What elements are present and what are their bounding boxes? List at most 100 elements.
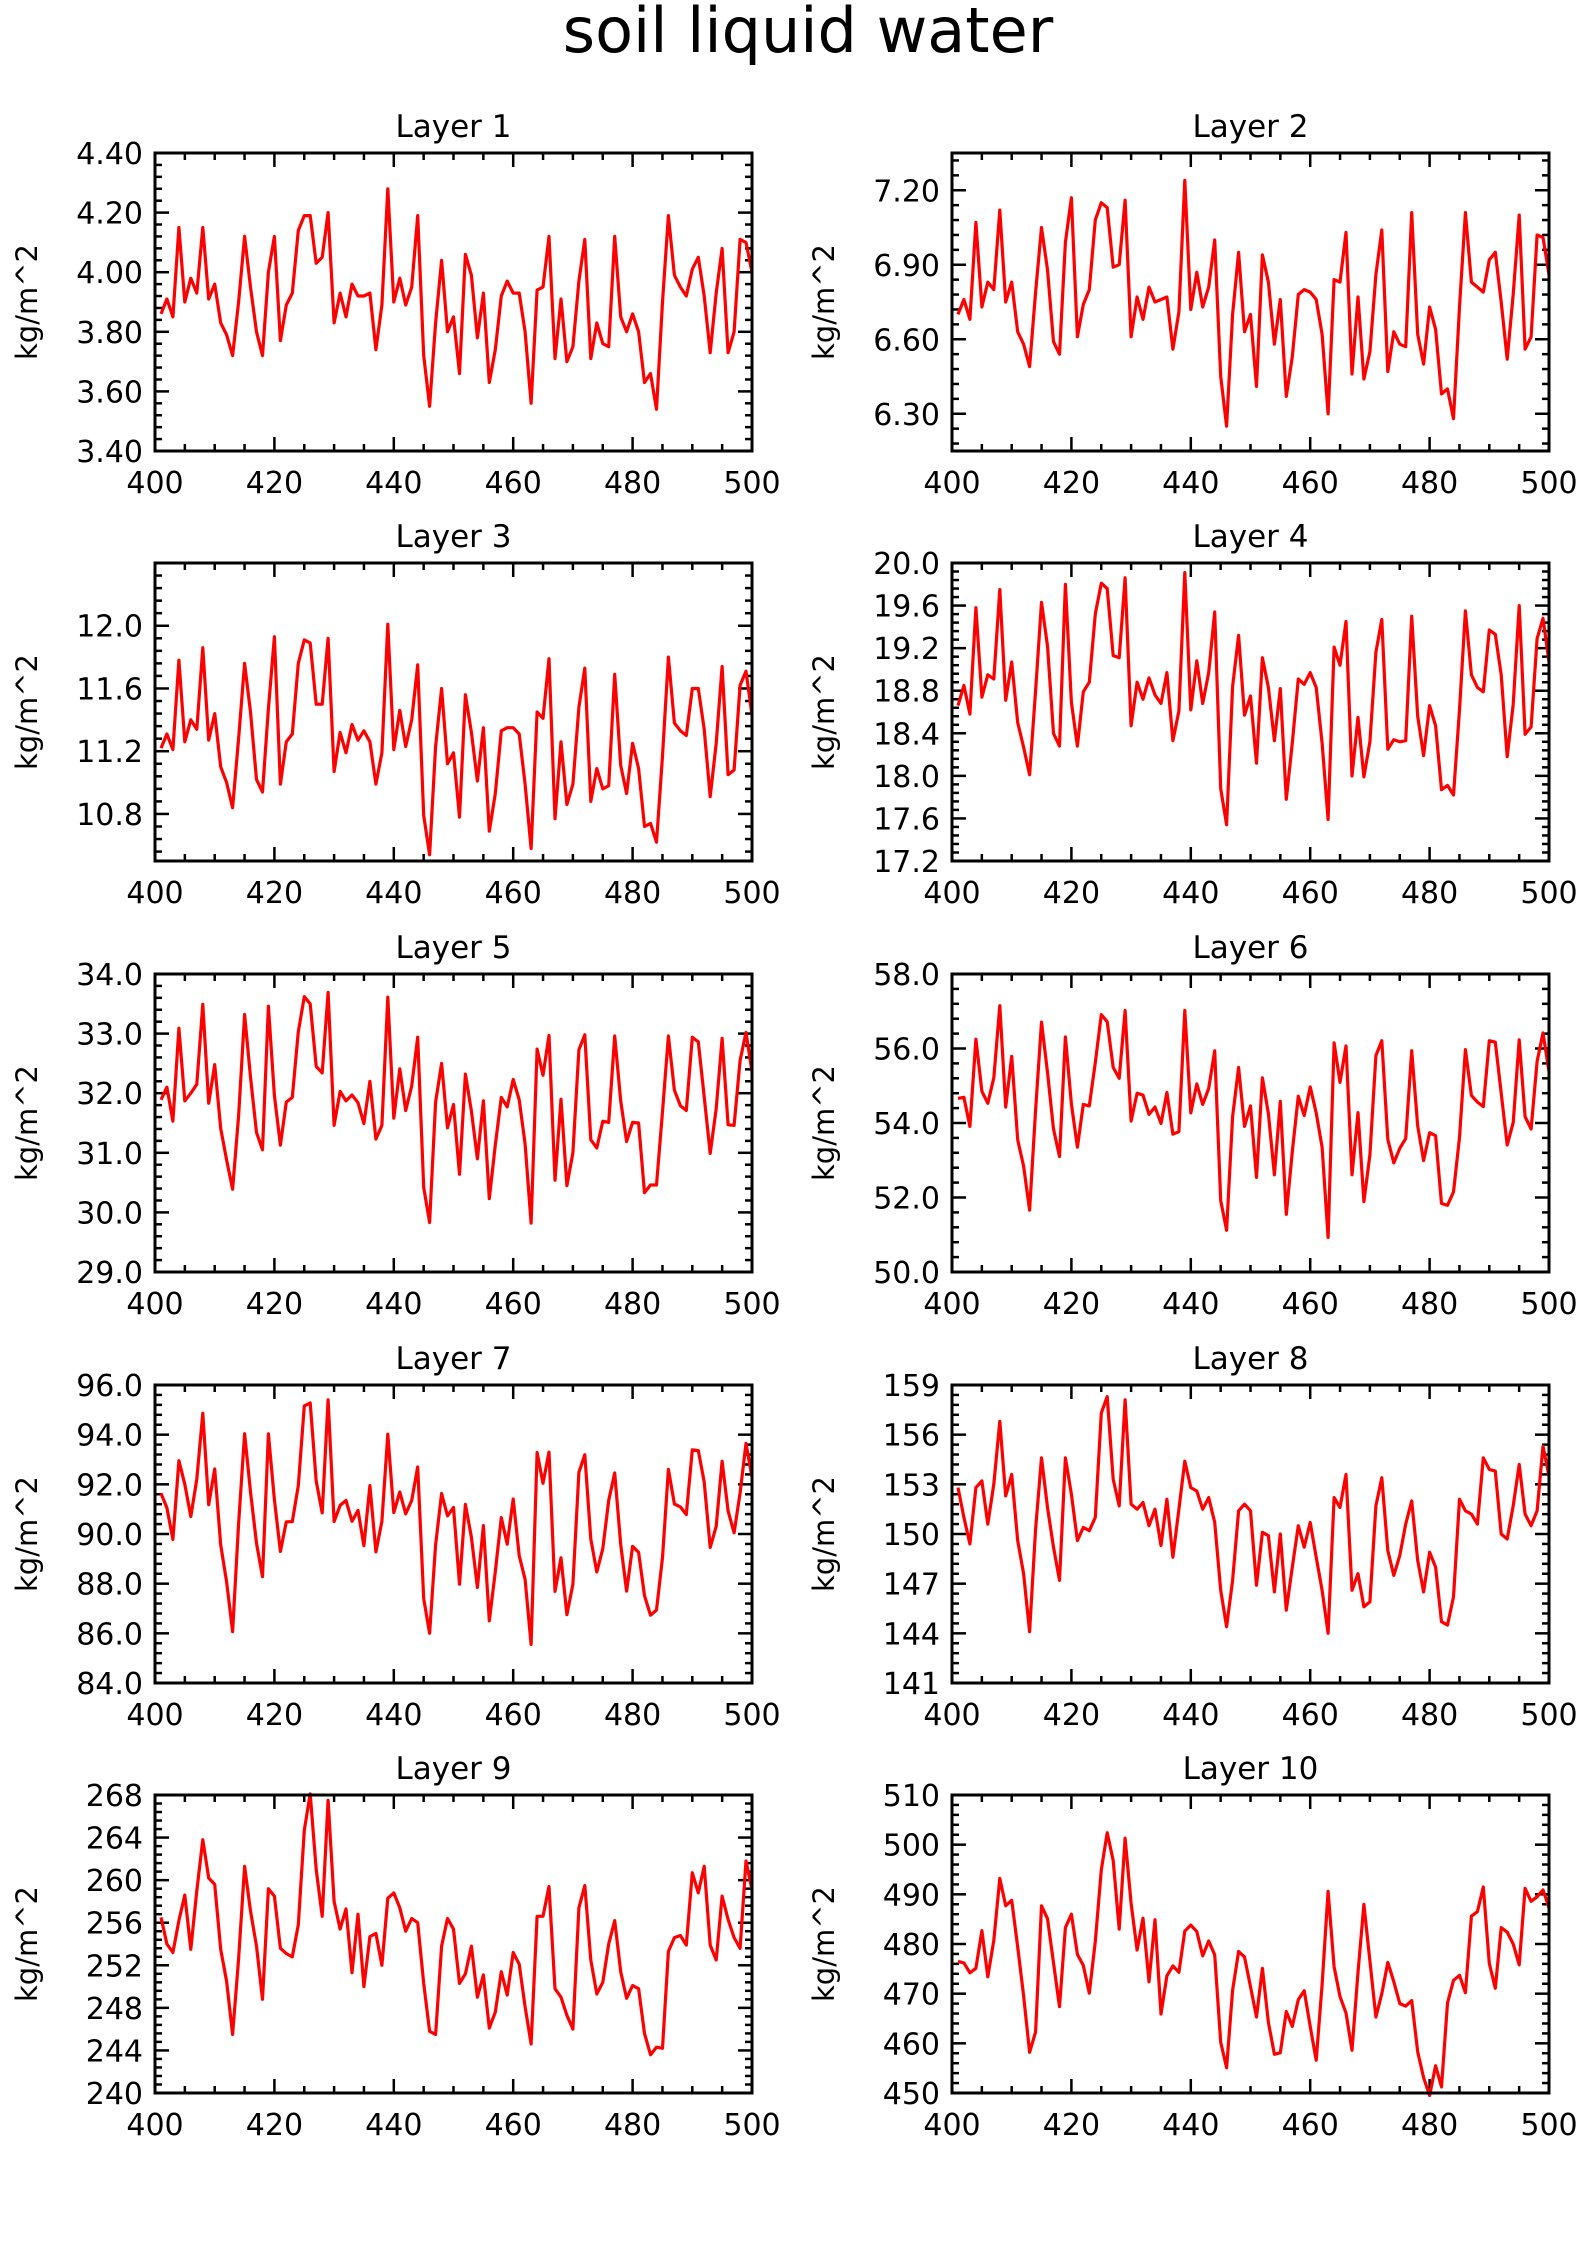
x-tick-label: 440 xyxy=(365,1287,422,1322)
series-line xyxy=(159,187,754,411)
x-tick-label: 440 xyxy=(365,466,422,501)
y-tick-label: 84.0 xyxy=(76,1667,143,1702)
plot-frame xyxy=(950,561,1551,863)
x-tick-label: 400 xyxy=(126,1287,183,1322)
y-axis-label: kg/m^2 xyxy=(807,1476,841,1592)
y-tick-label: 248 xyxy=(86,1992,143,2027)
panel-title: Layer 5 xyxy=(395,930,511,966)
x-tick-label: 480 xyxy=(1401,2108,1458,2143)
y-tick-label: 240 xyxy=(86,2077,143,2112)
x-tick-label: 400 xyxy=(923,466,980,501)
panel-layer-9: Layer 9 400 420 440 460 480 500 240 244 248 252 256… xyxy=(10,1751,781,2143)
y-tick-label: 4.20 xyxy=(76,197,143,232)
x-tick-label: 400 xyxy=(126,466,183,501)
y-tick-label: 20.0 xyxy=(873,547,940,582)
x-tick-label: 400 xyxy=(126,1698,183,1733)
x-tick-label: 420 xyxy=(1043,1698,1100,1733)
y-tick-label: 17.6 xyxy=(873,802,940,837)
y-axis-label: kg/m^2 xyxy=(10,1065,44,1181)
y-tick-label: 33.0 xyxy=(76,1018,143,1053)
y-tick-label: 88.0 xyxy=(76,1568,143,1603)
x-tick-label: 480 xyxy=(1401,1698,1458,1733)
y-tick-label: 500 xyxy=(883,1829,940,1864)
y-tick-label: 30.0 xyxy=(76,1196,143,1231)
y-tick-label: 264 xyxy=(86,1822,143,1857)
y-tick-label: 470 xyxy=(883,1978,940,2013)
x-tick-label: 420 xyxy=(246,466,303,501)
y-tick-label: 31.0 xyxy=(76,1137,143,1172)
x-tick-label: 400 xyxy=(923,876,980,911)
x-tick-label: 500 xyxy=(1520,466,1577,501)
series-line xyxy=(956,178,1551,428)
x-tick-label: 440 xyxy=(1162,2108,1219,2143)
x-tick-label: 500 xyxy=(723,876,780,911)
y-axis-label: kg/m^2 xyxy=(10,1886,44,2002)
y-axis-label: kg/m^2 xyxy=(807,244,841,360)
x-tick-label: 500 xyxy=(1520,1698,1577,1733)
y-tick-label: 52.0 xyxy=(873,1182,940,1217)
y-tick-label: 96.0 xyxy=(76,1369,143,1404)
x-tick-label: 420 xyxy=(246,1698,303,1733)
y-tick-label: 3.40 xyxy=(76,435,143,470)
plot-frame xyxy=(153,1793,754,2095)
figure-title: soil liquid water xyxy=(563,0,1054,67)
y-axis-label: kg/m^2 xyxy=(10,654,44,770)
x-tick-label: 500 xyxy=(1520,2108,1577,2143)
panel-title: Layer 4 xyxy=(1192,519,1308,555)
y-tick-label: 450 xyxy=(883,2077,940,2112)
plot-frame xyxy=(950,1383,1551,1685)
x-tick-label: 420 xyxy=(1043,876,1100,911)
y-tick-label: 34.0 xyxy=(76,958,143,993)
panel-layer-2: Layer 2 400 420 440 460 480 500 6.30 6.60 6.90 7.2… xyxy=(807,109,1578,501)
plot-frame xyxy=(153,972,754,1274)
y-tick-label: 6.30 xyxy=(873,398,940,433)
y-tick-label: 260 xyxy=(86,1864,143,1899)
x-tick-label: 440 xyxy=(1162,1698,1219,1733)
y-tick-label: 490 xyxy=(883,1878,940,1913)
y-tick-label: 480 xyxy=(883,1928,940,1963)
y-tick-label: 252 xyxy=(86,1949,143,1984)
y-tick-label: 6.60 xyxy=(873,323,940,358)
x-tick-label: 420 xyxy=(246,2108,303,2143)
y-tick-label: 32.0 xyxy=(76,1077,143,1112)
y-tick-label: 256 xyxy=(86,1907,143,1942)
y-tick-label: 12.0 xyxy=(76,610,143,645)
x-tick-label: 440 xyxy=(1162,1287,1219,1322)
series-line xyxy=(159,990,754,1225)
y-tick-label: 147 xyxy=(883,1568,940,1603)
panel-layer-5: Layer 5 400 420 440 460 480 500 29.0 30.0 31.0 32.… xyxy=(10,930,781,1322)
x-tick-label: 460 xyxy=(1282,876,1339,911)
y-tick-label: 18.0 xyxy=(873,760,940,795)
series-line xyxy=(956,1394,1551,1635)
panel-title: Layer 9 xyxy=(395,1751,511,1787)
plot-frame xyxy=(153,561,754,863)
x-tick-label: 460 xyxy=(485,466,542,501)
y-tick-label: 141 xyxy=(883,1667,940,1702)
series-line xyxy=(159,1792,754,2057)
x-tick-label: 480 xyxy=(604,1287,661,1322)
y-tick-label: 3.80 xyxy=(76,316,143,351)
panel-title: Layer 1 xyxy=(395,109,511,145)
y-tick-label: 4.00 xyxy=(76,256,143,291)
x-tick-label: 480 xyxy=(604,876,661,911)
panel-layer-4: Layer 4 400 420 440 460 480 500 17.2 17.6 18.0 18.… xyxy=(807,519,1578,911)
y-tick-label: 6.90 xyxy=(873,249,940,284)
x-tick-label: 480 xyxy=(1401,876,1458,911)
x-tick-label: 460 xyxy=(1282,1287,1339,1322)
y-tick-label: 56.0 xyxy=(873,1033,940,1068)
y-tick-label: 50.0 xyxy=(873,1256,940,1291)
panel-title: Layer 10 xyxy=(1183,1751,1319,1787)
y-tick-label: 19.2 xyxy=(873,632,940,667)
panel-title: Layer 7 xyxy=(395,1341,511,1377)
y-tick-label: 92.0 xyxy=(76,1468,143,1503)
x-tick-label: 460 xyxy=(1282,1698,1339,1733)
y-tick-label: 11.2 xyxy=(76,735,143,770)
y-tick-label: 7.20 xyxy=(873,174,940,209)
plot-frame xyxy=(153,151,754,453)
y-tick-label: 4.40 xyxy=(76,137,143,172)
x-tick-label: 440 xyxy=(365,876,422,911)
panel-layer-8: Layer 8 400 420 440 460 480 500 141 144 147 150 153… xyxy=(807,1341,1578,1733)
x-tick-label: 500 xyxy=(723,1287,780,1322)
y-tick-label: 19.6 xyxy=(873,590,940,625)
x-tick-label: 400 xyxy=(126,876,183,911)
